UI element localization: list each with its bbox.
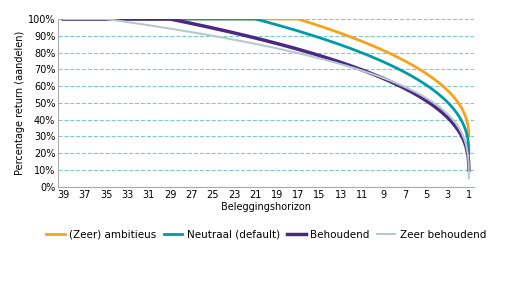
Zeer behoudend [279, 48, 285, 51]
Neutraal (default) [146, 17, 153, 21]
Neutraal (default) [72, 17, 78, 21]
Line: (Zeer) ambitieus: (Zeer) ambitieus [63, 19, 469, 137]
Zeer behoudend [103, 17, 109, 21]
Behoudend [279, 43, 285, 47]
Behoudend [72, 17, 78, 21]
Zeer behoudend [60, 17, 66, 21]
Neutraal (default) [279, 24, 285, 28]
Behoudend [60, 17, 66, 21]
(Zeer) ambitieus [295, 17, 301, 21]
(Zeer) ambitieus [72, 17, 78, 21]
Neutraal (default) [60, 17, 66, 21]
X-axis label: Beleggingshorizon: Beleggingshorizon [221, 202, 311, 212]
Neutraal (default) [466, 151, 472, 155]
(Zeer) ambitieus [268, 17, 274, 21]
Y-axis label: Percentage return (aandelen): Percentage return (aandelen) [15, 31, 25, 175]
(Zeer) ambitieus [279, 17, 285, 21]
Line: Behoudend: Behoudend [63, 19, 469, 170]
Zeer behoudend [72, 17, 78, 21]
Behoudend [466, 168, 472, 172]
Zeer behoudend [466, 177, 472, 180]
(Zeer) ambitieus [60, 17, 66, 21]
Neutraal (default) [252, 17, 259, 21]
(Zeer) ambitieus [72, 17, 78, 21]
Behoudend [146, 17, 153, 21]
Line: Neutraal (default): Neutraal (default) [63, 19, 469, 153]
Zeer behoudend [146, 24, 153, 27]
Behoudend [269, 40, 275, 44]
Neutraal (default) [269, 21, 275, 25]
Zeer behoudend [269, 45, 275, 49]
(Zeer) ambitieus [146, 17, 153, 21]
Behoudend [72, 17, 78, 21]
(Zeer) ambitieus [445, 89, 451, 93]
Behoudend [445, 116, 451, 120]
Legend: (Zeer) ambitieus, Neutraal (default), Behoudend, Zeer behoudend: (Zeer) ambitieus, Neutraal (default), Be… [42, 226, 490, 244]
Line: Zeer behoudend: Zeer behoudend [63, 19, 469, 178]
Zeer behoudend [72, 17, 78, 21]
Neutraal (default) [72, 17, 78, 21]
Zeer behoudend [445, 113, 451, 117]
Behoudend [167, 17, 173, 21]
Neutraal (default) [445, 101, 451, 105]
(Zeer) ambitieus [466, 135, 472, 138]
